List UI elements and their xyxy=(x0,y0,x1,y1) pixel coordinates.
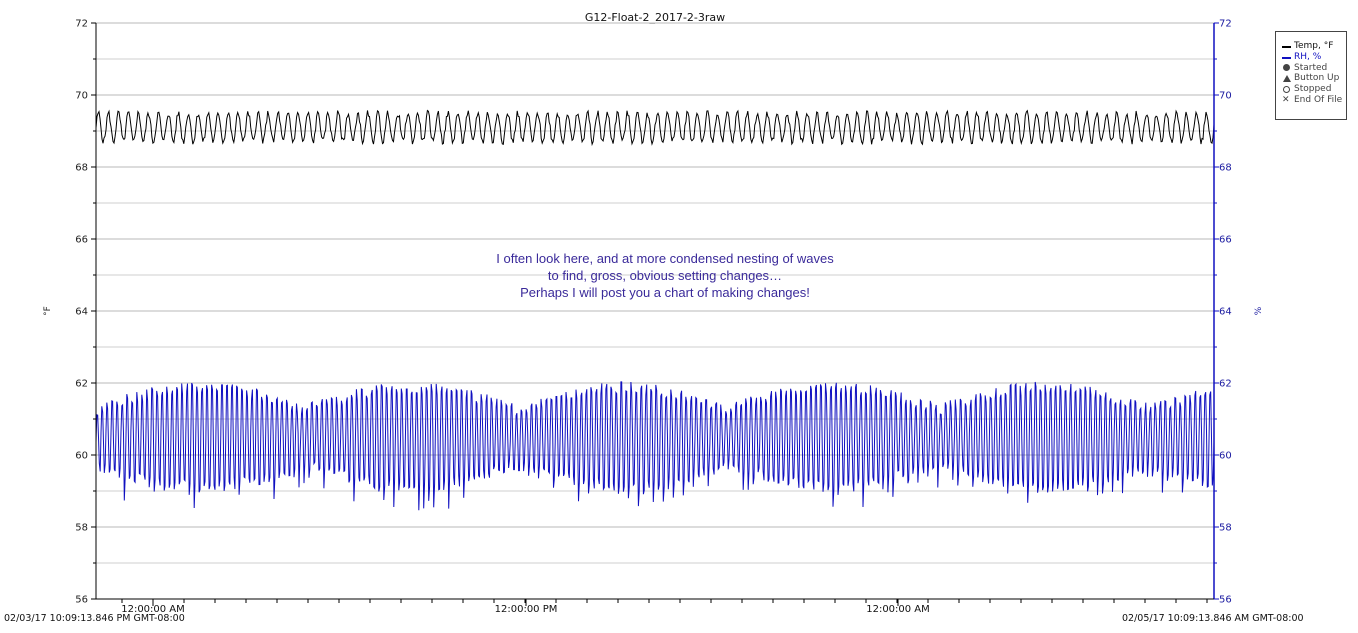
y-axis-right-ticks: 56 58 60 62 64 66 68 70 72 xyxy=(1214,19,1232,606)
y-right-tick-label: 62 xyxy=(1219,379,1232,390)
series-layer xyxy=(95,109,1215,511)
legend-item: Started xyxy=(1282,63,1346,74)
y-left-tick-label: 58 xyxy=(75,523,88,534)
y-left-tick-label: 70 xyxy=(75,91,88,102)
legend-filled-circle-icon xyxy=(1282,63,1291,72)
legend-item: Stopped xyxy=(1282,84,1346,95)
legend-x-icon xyxy=(1282,95,1291,105)
y-left-tick-label: 68 xyxy=(75,163,88,174)
legend-label: Stopped xyxy=(1294,84,1332,95)
y-left-tick-label: 62 xyxy=(75,379,88,390)
y-left-tick-label: 66 xyxy=(75,235,88,246)
x-tick-label: 12:00:00 AM xyxy=(866,604,930,615)
legend-label: Temp, °F xyxy=(1294,41,1334,51)
y-left-tick-label: 64 xyxy=(75,307,88,318)
y-right-tick-label: 60 xyxy=(1219,451,1232,462)
annotation: I often look here, and at more condensed… xyxy=(430,250,900,301)
y-right-tick-label: 66 xyxy=(1219,235,1232,246)
annotation-line-1: I often look here, and at more condensed… xyxy=(496,251,834,266)
x-end-timestamp: 02/05/17 10:09:13.846 AM GMT-08:00 xyxy=(1122,613,1304,624)
chart-title: G12-Float-2_2017-2-3raw xyxy=(585,11,725,24)
x-axis-ticks: 12:00:00 AM 12:00:00 PM 12:00:00 AM xyxy=(121,599,1208,615)
legend-label: Started xyxy=(1294,62,1328,73)
gridlines xyxy=(96,22,1214,600)
y-left-tick-label: 56 xyxy=(75,595,88,606)
y-left-tick-label: 60 xyxy=(75,451,88,462)
legend-label: RH, % xyxy=(1294,51,1322,62)
x-tick-label: 12:00:00 AM xyxy=(121,604,185,615)
y-right-tick-label: 68 xyxy=(1219,163,1232,174)
legend-open-circle-icon xyxy=(1282,85,1291,94)
legend-label: End Of File xyxy=(1294,94,1343,105)
series-line-temp xyxy=(95,109,1215,147)
y-axis-left-label: °F xyxy=(43,306,53,316)
y-right-tick-label: 56 xyxy=(1219,595,1232,606)
y-axis-left-ticks: 56 58 60 62 64 66 68 70 72 xyxy=(75,19,96,606)
legend-label: Button Up xyxy=(1294,73,1340,84)
legend-item: End Of File xyxy=(1282,95,1346,106)
y-axis-right-label: % xyxy=(1254,306,1264,315)
y-right-tick-label: 58 xyxy=(1219,523,1232,534)
y-right-tick-label: 70 xyxy=(1219,91,1232,102)
series-line-rh xyxy=(95,381,1215,511)
legend-item: Temp, °F xyxy=(1282,41,1346,52)
legend-item: Button Up xyxy=(1282,73,1346,84)
x-tick-label: 12:00:00 PM xyxy=(495,604,558,615)
x-start-timestamp: 02/03/17 10:09:13.846 PM GMT-08:00 xyxy=(4,613,185,624)
y-right-tick-label: 64 xyxy=(1219,307,1232,318)
annotation-line-2: to find, gross, obvious setting changes… xyxy=(547,268,783,283)
legend-line-icon xyxy=(1282,42,1291,51)
y-right-tick-label: 72 xyxy=(1219,19,1232,30)
legend-triangle-icon xyxy=(1282,74,1291,83)
y-left-tick-label: 72 xyxy=(75,19,88,30)
legend-item: RH, % xyxy=(1282,52,1346,63)
annotation-line-3: Perhaps I will post you a chart of makin… xyxy=(520,285,810,300)
legend-line-icon xyxy=(1282,53,1291,62)
